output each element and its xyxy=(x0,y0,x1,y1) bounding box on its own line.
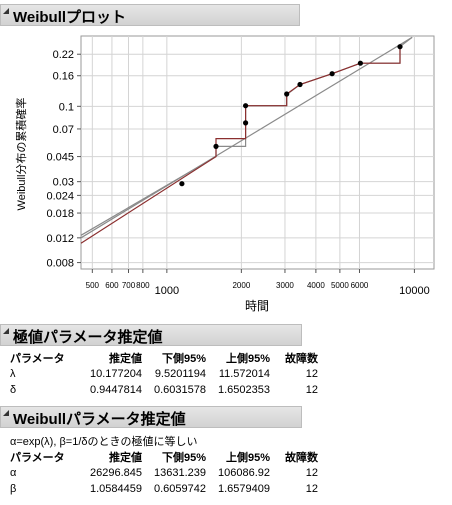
y-tick-label: 0.008 xyxy=(46,258,74,270)
failures-value: 12 xyxy=(305,467,318,479)
estimate-value: 1.0584459 xyxy=(90,483,142,495)
weibull-plot-title: Weibullプロット xyxy=(13,9,127,26)
data-point xyxy=(179,181,185,187)
y-tick-label: 0.03 xyxy=(53,177,74,189)
table-row: α 26296.845 13631.239 106086.92 12 xyxy=(8,465,320,481)
y-tick-label: 0.22 xyxy=(53,49,74,61)
y-tick-label: 0.012 xyxy=(46,233,74,245)
failures-value: 12 xyxy=(305,384,318,396)
data-point xyxy=(397,44,403,50)
weibull-params-note: α=exp(λ), β=1/δのときの極値に等しい xyxy=(10,436,198,448)
extreme-params-title: 極値パラメータ推定値 xyxy=(13,329,163,346)
disclosure-triangle-icon[interactable] xyxy=(3,410,9,416)
col-header-estimate: 推定値 xyxy=(109,452,142,464)
y-tick-label: 0.16 xyxy=(53,71,74,83)
estimate-value: 0.9447814 xyxy=(90,384,142,396)
fit-line xyxy=(80,36,413,239)
y-tick-label: 0.1 xyxy=(59,101,74,113)
lower95-value: 9.5201194 xyxy=(154,368,206,380)
failures-value: 12 xyxy=(305,368,318,380)
x-tick-label: 500 xyxy=(86,281,100,290)
y-tick-label: 0.045 xyxy=(46,152,74,164)
param-name: δ xyxy=(10,384,17,396)
extreme-params-table: パラメータ 推定値 下側95% 上側95% 故障数 λ 10.177204 9.… xyxy=(8,350,320,398)
table-row: δ 0.9447814 0.6031578 1.6502353 12 xyxy=(8,382,320,398)
x-tick-label: 2000 xyxy=(232,281,250,290)
x-tick-label: 800 xyxy=(136,281,150,290)
table-header-row: パラメータ 推定値 下側95% 上側95% 故障数 xyxy=(8,449,320,465)
disclosure-triangle-icon[interactable] xyxy=(3,8,9,14)
col-header-failures: 故障数 xyxy=(285,353,318,365)
weibull-params-table: パラメータ 推定値 下側95% 上側95% 故障数 α 26296.845 13… xyxy=(8,449,320,497)
x-tick-label: 5000 xyxy=(331,281,349,290)
estimate-value: 26296.845 xyxy=(90,467,142,479)
x-tick-label: 1000 xyxy=(155,285,179,297)
col-header-lower95: 下側95% xyxy=(161,353,206,365)
weibull-params-header[interactable]: Weibullパラメータ推定値 xyxy=(0,406,302,428)
x-tick-label: 700 xyxy=(122,281,136,290)
lower95-value: 0.6059742 xyxy=(154,483,206,495)
x-tick-labels: 500 600 700 800 1000 2000 3000 4000 5000 6000 1000… xyxy=(86,269,430,297)
param-name: α xyxy=(10,467,17,479)
x-tick-label: 600 xyxy=(105,281,119,290)
estimate-value: 10.177204 xyxy=(90,368,142,380)
col-header-upper95: 上側95% xyxy=(225,452,270,464)
data-point xyxy=(284,91,290,97)
upper95-value: 106086.92 xyxy=(218,467,270,479)
data-point xyxy=(243,103,249,109)
param-name: β xyxy=(10,483,17,495)
col-header-lower95: 下側95% xyxy=(161,452,206,464)
upper95-value: 1.6579409 xyxy=(218,483,270,495)
col-header-upper95: 上側95% xyxy=(225,353,270,365)
plot-points xyxy=(179,44,403,187)
data-point xyxy=(297,81,303,88)
data-point xyxy=(329,71,335,77)
disclosure-triangle-icon[interactable] xyxy=(3,328,9,334)
y-tick-label: 0.024 xyxy=(46,190,74,202)
col-header-parameter: パラメータ xyxy=(10,353,65,365)
data-point xyxy=(357,60,363,66)
x-tick-label: 3000 xyxy=(276,281,294,290)
y-tick-label: 0.07 xyxy=(53,124,74,136)
table-row: λ 10.177204 9.5201194 11.572014 12 xyxy=(8,366,320,382)
lower95-value: 13631.239 xyxy=(154,467,206,479)
x-tick-label: 4000 xyxy=(307,281,325,290)
plot-frame xyxy=(80,35,435,270)
plot-grid xyxy=(81,36,434,269)
weibull-plot-header[interactable]: Weibullプロット xyxy=(0,4,300,26)
upper95-value: 11.572014 xyxy=(218,368,270,380)
data-point xyxy=(243,120,249,126)
weibull-params-title: Weibullパラメータ推定値 xyxy=(13,411,186,428)
upper95-value: 1.6502353 xyxy=(218,384,270,396)
param-name: λ xyxy=(10,368,16,380)
estimate-step-line xyxy=(80,46,401,244)
x-tick-label: 6000 xyxy=(351,281,369,290)
col-header-parameter: パラメータ xyxy=(10,452,65,464)
x-tick-label: 10000 xyxy=(399,285,430,297)
col-header-failures: 故障数 xyxy=(285,452,318,464)
failures-value: 12 xyxy=(305,483,318,495)
data-point xyxy=(213,143,219,149)
plot-lines xyxy=(80,36,413,244)
col-header-estimate: 推定値 xyxy=(109,353,142,365)
extreme-params-header[interactable]: 極値パラメータ推定値 xyxy=(0,324,302,346)
table-header-row: パラメータ 推定値 下側95% 上側95% 故障数 xyxy=(8,350,320,366)
y-axis-label: Weibull分布の累積確率 xyxy=(14,98,28,211)
y-tick-label: 0.018 xyxy=(46,208,74,220)
x-axis-label: 時間 xyxy=(245,299,269,313)
lower95-value: 0.6031578 xyxy=(154,384,206,396)
table-row: β 1.0584459 0.6059742 1.6579409 12 xyxy=(8,481,320,497)
